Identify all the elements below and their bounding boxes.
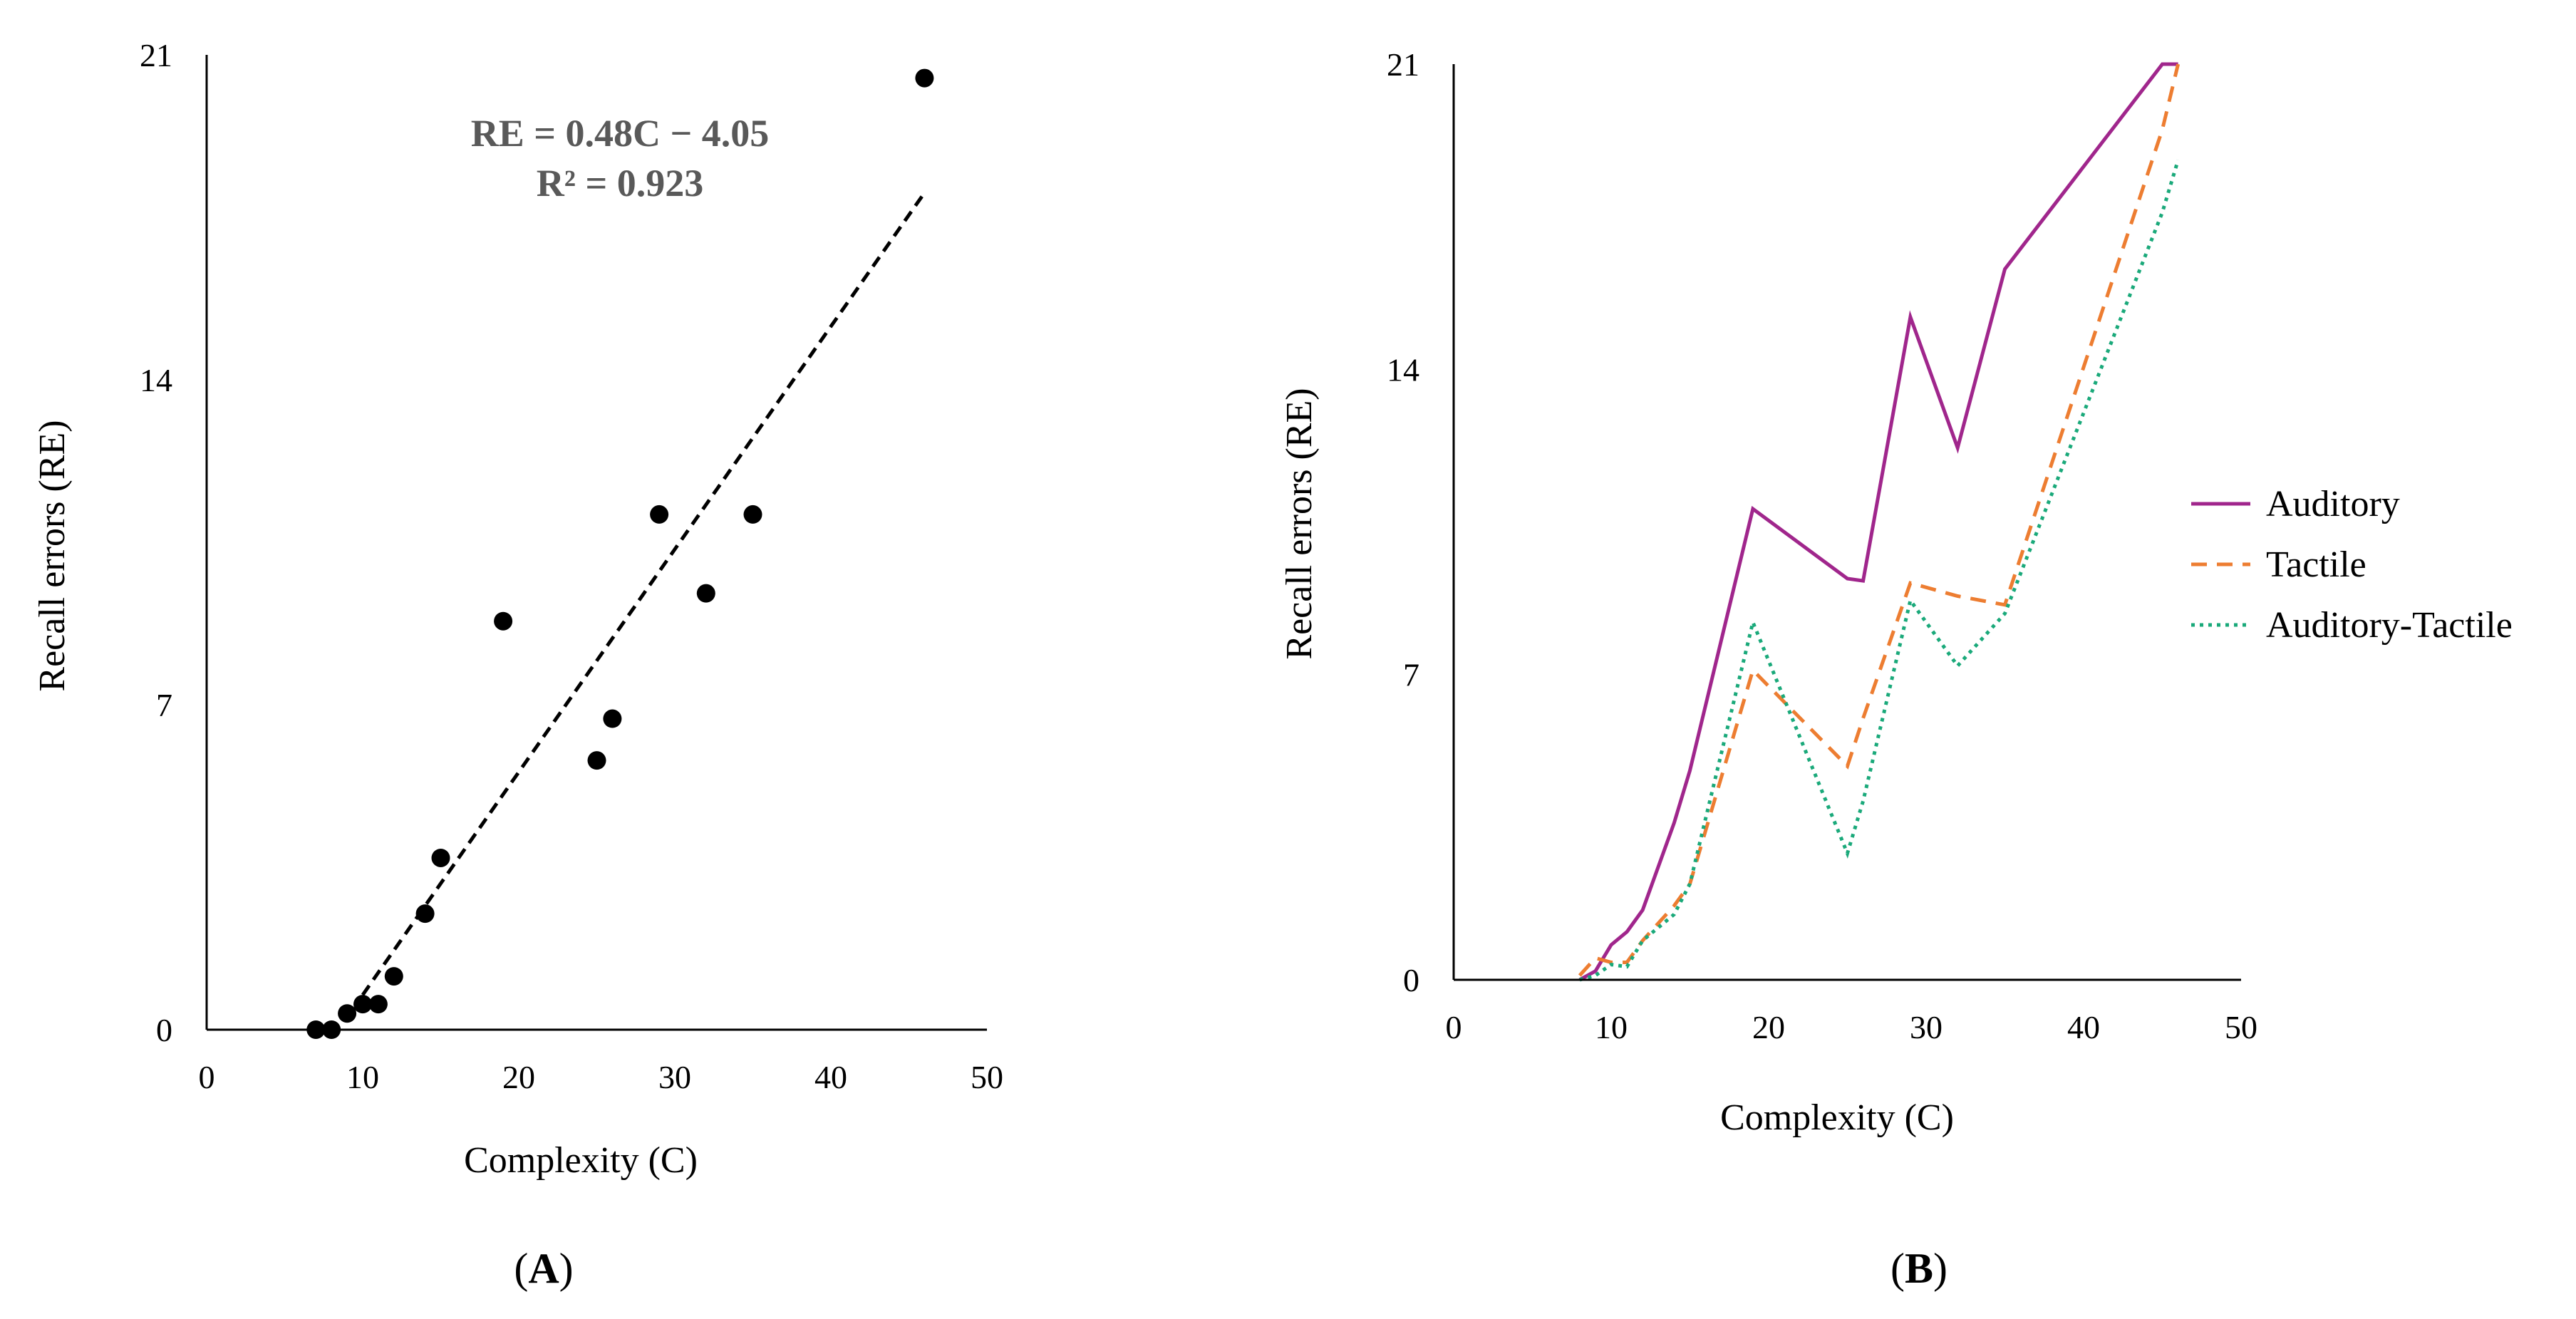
a-scatter-point <box>494 611 513 631</box>
a-x-tick-label: 10 <box>346 1059 379 1095</box>
b-x-tick-label: 30 <box>1910 1009 1943 1045</box>
a-y-tick-label: 0 <box>156 1012 172 1048</box>
a-scatter-point <box>338 1004 357 1023</box>
b-y-tick-label: 14 <box>1387 351 1419 388</box>
b-y-axis-title: Recall errors (RE) <box>1279 388 1320 659</box>
b-x-tick-label: 20 <box>1752 1009 1785 1045</box>
a-trendline <box>361 192 926 996</box>
a-scatter-point <box>603 709 622 728</box>
b-legend: Auditory Tactile Auditory-Tactile <box>2191 484 2513 646</box>
b-x-ticks: 0 10 20 30 40 50 <box>1446 1009 2258 1045</box>
b-panel-label: (B) <box>1890 1245 1947 1292</box>
a-y-tick-label: 7 <box>156 687 172 723</box>
b-x-axis-title: Complexity (C) <box>1720 1097 1954 1138</box>
b-y-tick-label: 21 <box>1387 46 1419 83</box>
a-y-axis-title: Recall errors (RE) <box>32 420 73 691</box>
svg-text:(B): (B) <box>1890 1245 1947 1292</box>
a-x-tick-label: 30 <box>658 1059 691 1095</box>
b-series-line-auditory <box>1578 62 2178 982</box>
b-lines-group <box>1578 62 2181 982</box>
a-y-tick-label: 21 <box>140 37 172 73</box>
a-x-tick-label: 40 <box>814 1059 847 1095</box>
b-x-tick-label: 50 <box>2225 1009 2257 1045</box>
b-x-tick-label: 0 <box>1446 1009 1462 1045</box>
svg-text:(A): (A) <box>514 1245 573 1292</box>
b-panel-letter: B <box>1905 1245 1933 1292</box>
a-y-tick-label: 14 <box>140 362 172 398</box>
a-scatter-point <box>431 848 450 867</box>
a-y-ticks: 0 7 14 21 <box>140 37 172 1048</box>
a-points-group <box>306 68 934 1039</box>
b-legend-label: Auditory-Tactile <box>2266 605 2513 646</box>
b-y-tick-label: 0 <box>1403 962 1419 998</box>
a-scatter-point <box>650 505 669 524</box>
a-scatter-point <box>368 995 388 1014</box>
a-x-axis-title: Complexity (C) <box>464 1140 698 1181</box>
a-panel-label: (A) <box>514 1245 573 1292</box>
a-x-ticks: 0 10 20 30 40 50 <box>199 1059 1004 1095</box>
a-scatter-point <box>353 995 372 1014</box>
a-scatter-point <box>415 904 435 924</box>
a-panel-letter: A <box>528 1245 559 1292</box>
a-trend-r-squared: R² = 0.923 <box>537 162 703 205</box>
a-scatter-point <box>384 967 403 986</box>
a-scatter-point <box>743 505 762 524</box>
a-x-tick-label: 50 <box>971 1059 1003 1095</box>
chart-panel-b: 0 10 20 30 40 50 0 7 14 21 Complexity (C) Recall… <box>1279 46 2513 1292</box>
b-legend-label: Auditory <box>2266 484 2400 524</box>
a-trend-equation: RE = 0.48C − 4.05 <box>471 112 770 155</box>
b-y-tick-label: 7 <box>1403 657 1419 693</box>
a-scatter-point <box>696 584 715 603</box>
a-scatter-point <box>915 68 934 88</box>
b-x-tick-label: 40 <box>2067 1009 2100 1045</box>
b-y-ticks: 0 7 14 21 <box>1387 46 1419 998</box>
b-series-line-auditory-tactile <box>1579 159 2180 982</box>
a-x-tick-label: 0 <box>199 1059 215 1095</box>
chart-panel-a: 0 10 20 30 40 50 0 7 14 21 RE = 0.48C − 4.05 R² … <box>32 37 1003 1292</box>
b-legend-label: Tactile <box>2266 544 2366 585</box>
b-x-tick-label: 10 <box>1595 1009 1628 1045</box>
a-x-tick-label: 20 <box>502 1059 535 1095</box>
a-scatter-point <box>587 751 606 770</box>
